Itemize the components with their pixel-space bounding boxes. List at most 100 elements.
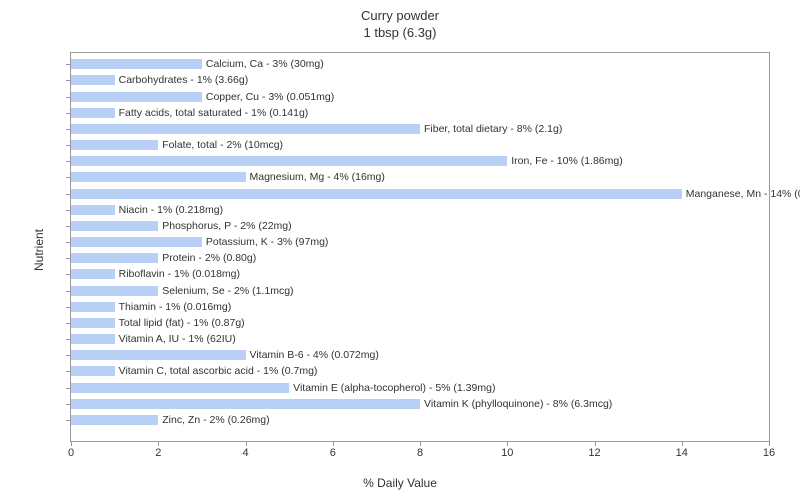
bar-label: Total lipid (fat) - 1% (0.87g) — [115, 317, 245, 329]
bar-label: Selenium, Se - 2% (1.1mcg) — [158, 285, 293, 297]
y-tick — [66, 194, 71, 195]
bar — [71, 286, 158, 296]
bar-row: Protein - 2% (0.80g) — [71, 253, 769, 263]
y-tick — [66, 64, 71, 65]
y-tick — [66, 339, 71, 340]
y-tick — [66, 145, 71, 146]
chart-container: Curry powder 1 tbsp (6.3g) Nutrient Calc… — [0, 0, 800, 500]
x-tick-label: 4 — [242, 447, 248, 459]
bar — [71, 92, 202, 102]
bar — [71, 108, 115, 118]
bar-row: Vitamin E (alpha-tocopherol) - 5% (1.39m… — [71, 383, 769, 393]
bar-label: Fiber, total dietary - 8% (2.1g) — [420, 123, 562, 135]
bar-label: Zinc, Zn - 2% (0.26mg) — [158, 414, 269, 426]
x-tick-label: 16 — [763, 447, 775, 459]
bar-row: Zinc, Zn - 2% (0.26mg) — [71, 415, 769, 425]
bar-row: Niacin - 1% (0.218mg) — [71, 205, 769, 215]
title-line1: Curry powder — [361, 8, 439, 23]
bar — [71, 156, 507, 166]
x-tick — [507, 441, 508, 446]
y-tick — [66, 177, 71, 178]
y-tick — [66, 371, 71, 372]
bar-label: Fatty acids, total saturated - 1% (0.141… — [115, 107, 309, 119]
bar — [71, 140, 158, 150]
bar — [71, 237, 202, 247]
x-tick-label: 6 — [330, 447, 336, 459]
bar-label: Folate, total - 2% (10mcg) — [158, 139, 283, 151]
bar-label: Calcium, Ca - 3% (30mg) — [202, 58, 324, 70]
bar-label: Carbohydrates - 1% (3.66g) — [115, 74, 249, 86]
bar-row: Selenium, Se - 2% (1.1mcg) — [71, 286, 769, 296]
bar-row: Fatty acids, total saturated - 1% (0.141… — [71, 108, 769, 118]
y-tick — [66, 97, 71, 98]
bar-label: Niacin - 1% (0.218mg) — [115, 204, 223, 216]
x-tick — [420, 441, 421, 446]
x-tick — [71, 441, 72, 446]
x-tick — [769, 441, 770, 446]
y-tick — [66, 404, 71, 405]
bar — [71, 415, 158, 425]
y-tick — [66, 388, 71, 389]
x-tick — [682, 441, 683, 446]
bar-label: Vitamin K (phylloquinone) - 8% (6.3mcg) — [420, 398, 612, 410]
x-tick — [158, 441, 159, 446]
bar-row: Thiamin - 1% (0.016mg) — [71, 302, 769, 312]
y-tick — [66, 355, 71, 356]
y-tick — [66, 210, 71, 211]
bar — [71, 366, 115, 376]
x-tick-label: 2 — [155, 447, 161, 459]
bar-label: Thiamin - 1% (0.016mg) — [115, 301, 232, 313]
bar — [71, 253, 158, 263]
chart-title: Curry powder 1 tbsp (6.3g) — [0, 0, 800, 42]
y-tick — [66, 226, 71, 227]
bar-label: Protein - 2% (0.80g) — [158, 252, 256, 264]
x-tick-label: 12 — [588, 447, 600, 459]
x-tick — [333, 441, 334, 446]
bar — [71, 221, 158, 231]
bar-row: Vitamin K (phylloquinone) - 8% (6.3mcg) — [71, 399, 769, 409]
bar-row: Folate, total - 2% (10mcg) — [71, 140, 769, 150]
y-tick — [66, 258, 71, 259]
bar — [71, 75, 115, 85]
x-tick-label: 10 — [501, 447, 513, 459]
y-tick — [66, 242, 71, 243]
x-tick-label: 0 — [68, 447, 74, 459]
y-tick — [66, 113, 71, 114]
y-tick — [66, 161, 71, 162]
title-line2: 1 tbsp (6.3g) — [364, 25, 437, 40]
y-tick — [66, 291, 71, 292]
bar — [71, 383, 289, 393]
plot-area: Calcium, Ca - 3% (30mg) Carbohydrates - 1… — [70, 52, 770, 442]
bar-label: Vitamin C, total ascorbic acid - 1% (0.7… — [115, 365, 318, 377]
bar-row: Total lipid (fat) - 1% (0.87g) — [71, 318, 769, 328]
bar — [71, 399, 420, 409]
x-tick-label: 8 — [417, 447, 423, 459]
bar — [71, 172, 246, 182]
bar-label: Iron, Fe - 10% (1.86mg) — [507, 155, 622, 167]
bar — [71, 334, 115, 344]
bar-label: Vitamin A, IU - 1% (62IU) — [115, 333, 236, 345]
bar-row: Magnesium, Mg - 4% (16mg) — [71, 172, 769, 182]
y-tick — [66, 307, 71, 308]
x-axis-label: % Daily Value — [363, 476, 437, 490]
y-tick — [66, 129, 71, 130]
x-tick-label: 14 — [676, 447, 688, 459]
bar-label: Riboflavin - 1% (0.018mg) — [115, 268, 240, 280]
bar — [71, 124, 420, 134]
bar-row: Potassium, K - 3% (97mg) — [71, 237, 769, 247]
bar-label: Manganese, Mn - 14% (0.270mg) — [682, 188, 800, 200]
y-tick — [66, 420, 71, 421]
bar — [71, 59, 202, 69]
y-tick — [66, 323, 71, 324]
bar-label: Potassium, K - 3% (97mg) — [202, 236, 329, 248]
bar — [71, 189, 682, 199]
bar-row: Copper, Cu - 3% (0.051mg) — [71, 92, 769, 102]
bar-label: Phosphorus, P - 2% (22mg) — [158, 220, 291, 232]
bar-row: Manganese, Mn - 14% (0.270mg) — [71, 189, 769, 199]
bar-row: Iron, Fe - 10% (1.86mg) — [71, 156, 769, 166]
bar-row: Vitamin C, total ascorbic acid - 1% (0.7… — [71, 366, 769, 376]
x-tick — [595, 441, 596, 446]
y-tick — [66, 274, 71, 275]
bar-label: Magnesium, Mg - 4% (16mg) — [246, 171, 385, 183]
bar — [71, 318, 115, 328]
